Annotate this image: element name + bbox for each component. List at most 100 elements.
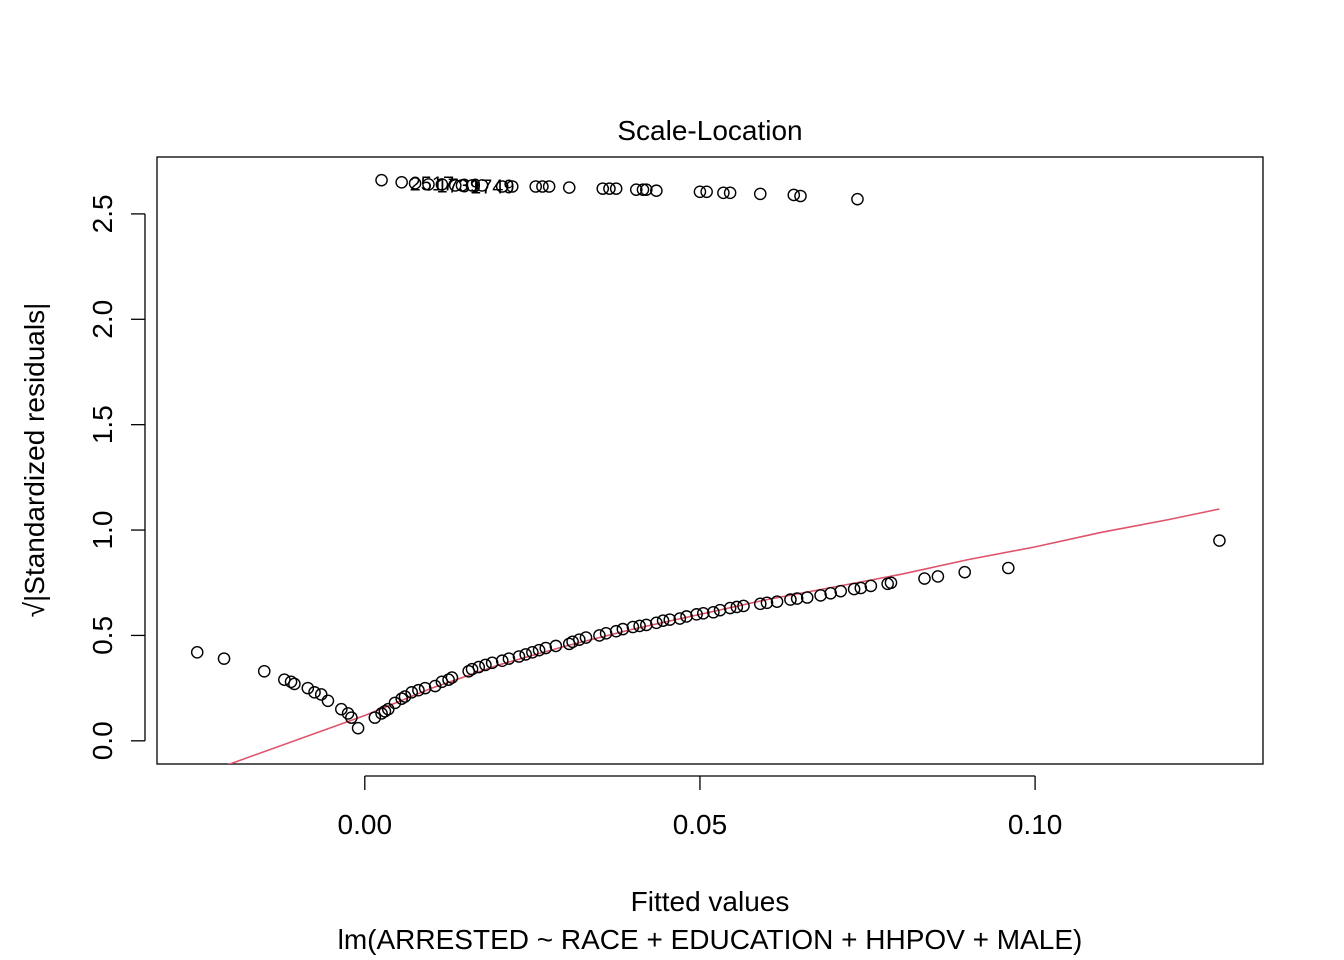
data-point [335,702,348,716]
data-point [375,173,388,187]
x-axis-label: Fitted values [631,886,790,917]
data-point [405,686,419,699]
y-axis: 0.0 0.5 1.0 1.5 2.0 2.5 [87,194,146,760]
data-point [730,600,744,614]
data-point [395,692,408,705]
data-point [378,705,392,718]
data-point [626,620,640,634]
data-point [314,688,328,701]
data-point [636,183,650,196]
data-point [864,579,878,593]
data-point [693,185,707,199]
data-point [847,582,861,596]
x-tick-label: 0.05 [673,809,728,840]
data-point [633,619,646,633]
data-point [257,664,271,678]
data-point [475,179,489,192]
data-point [288,677,301,691]
data-point [854,581,868,595]
model-formula-subtitle: lm(ARRESTED ~ RACE + EDUCATION + HHPOV +… [338,924,1083,955]
data-point [717,186,730,200]
data-point [308,686,321,699]
data-point [603,182,616,195]
data-point [918,572,931,585]
data-point [753,187,767,201]
data-point [851,192,864,206]
y-tick-label: 2.5 [87,194,118,233]
smoother-layer [227,508,1220,764]
data-point [640,183,653,196]
data-point [609,624,623,638]
points-layer [190,173,1226,735]
data-point [448,179,462,192]
data-point [542,180,556,193]
data-point [375,707,388,720]
data-point [465,662,479,676]
data-point [834,584,848,598]
y-tick-label: 2.0 [87,300,118,339]
data-point [787,188,801,202]
data-point [321,694,335,708]
data-point [398,690,412,703]
data-point [784,593,797,606]
data-point [931,570,945,583]
y-tick-label: 0.5 [87,616,118,655]
data-point [579,631,593,644]
data-point [599,627,613,640]
data-point [616,622,630,636]
data-point [737,599,750,613]
data-point [190,645,204,659]
data-point [760,596,774,610]
data-point [723,601,737,615]
plot-frame [156,156,1264,765]
data-point [562,181,576,194]
x-tick-label: 0.00 [338,809,393,840]
data-point [673,612,687,625]
data-point [368,711,382,724]
data-point [345,711,358,724]
chart-title: Scale-Location [617,115,802,146]
data-point [284,675,298,689]
data-point [435,178,449,191]
data-point [572,633,586,646]
data-point [884,576,898,590]
data-point [770,595,784,609]
data-point [512,650,526,663]
data-point [536,180,549,193]
data-point [412,683,425,697]
data-point [650,616,663,630]
data-point [1213,534,1226,547]
data-point [408,177,422,190]
data-point [663,613,677,626]
data-point [650,184,663,198]
point-label: 1739 [436,175,481,197]
x-axis: 0.00 0.05 0.10 [338,775,1062,840]
data-point [418,681,432,695]
data-point [596,182,610,195]
data-point [341,707,355,720]
y-tick-label: 1.5 [87,405,118,444]
data-point [526,645,539,659]
point-label: 1749 [470,176,515,198]
data-point [696,607,710,620]
data-point [629,183,643,196]
data-point [753,597,767,611]
y-tick-label: 0.0 [87,721,118,760]
data-point [395,175,408,189]
data-point [465,179,479,192]
data-point [824,586,837,600]
data-point [700,185,713,199]
data-point [958,565,972,579]
data-point [388,696,402,710]
data-point [495,180,509,193]
data-point [519,648,532,661]
y-axis-label: √|Standardized residuals| [19,303,50,618]
data-point [472,660,486,674]
data-point [495,654,509,668]
data-point [505,180,519,193]
data-point [217,652,231,665]
data-point [428,679,442,693]
data-point [445,671,459,684]
